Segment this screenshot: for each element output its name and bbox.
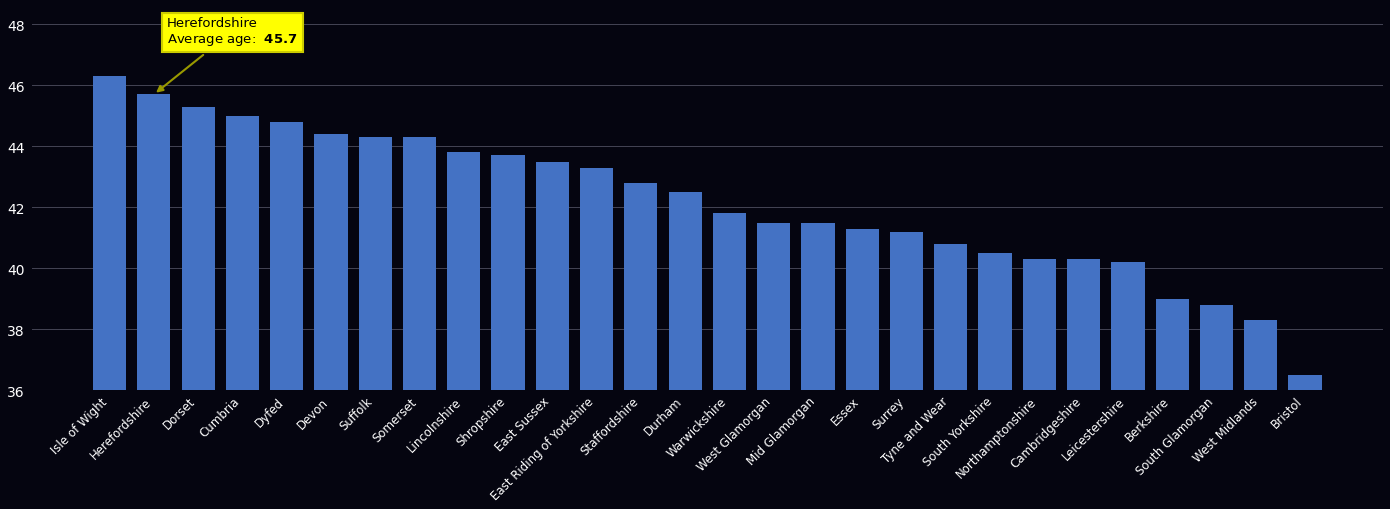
Bar: [624, 184, 657, 390]
Bar: [314, 135, 348, 390]
Bar: [138, 95, 171, 390]
Bar: [225, 117, 259, 390]
Bar: [492, 156, 524, 390]
Bar: [1244, 321, 1277, 390]
Bar: [580, 168, 613, 390]
Bar: [845, 229, 878, 390]
Bar: [669, 193, 702, 390]
Bar: [1200, 305, 1233, 390]
Bar: [403, 138, 436, 390]
Bar: [1023, 260, 1056, 390]
Bar: [448, 153, 481, 390]
Bar: [1112, 263, 1144, 390]
Bar: [535, 162, 569, 390]
Bar: [182, 107, 214, 390]
Bar: [979, 253, 1012, 390]
Bar: [1155, 299, 1188, 390]
Bar: [1068, 260, 1101, 390]
Bar: [934, 244, 967, 390]
Bar: [1289, 376, 1322, 390]
Bar: [93, 77, 126, 390]
Bar: [802, 223, 834, 390]
Bar: [713, 214, 746, 390]
Bar: [758, 223, 791, 390]
Text: Herefordshire
Average age:  $\mathbf{45.7}$: Herefordshire Average age: $\mathbf{45.7…: [158, 17, 297, 92]
Bar: [890, 232, 923, 390]
Bar: [270, 123, 303, 390]
Bar: [359, 138, 392, 390]
